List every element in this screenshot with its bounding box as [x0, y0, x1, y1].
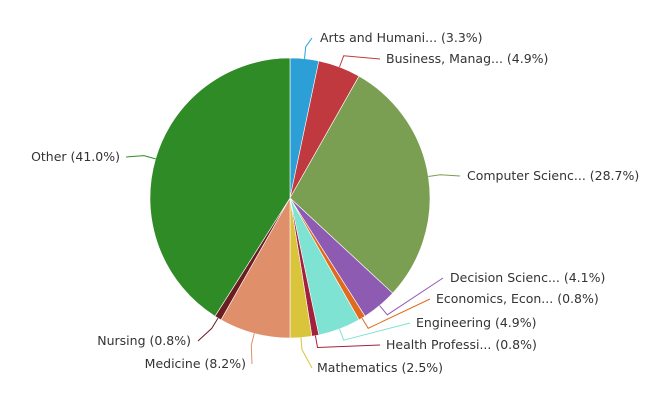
- leader-line: [339, 55, 381, 68]
- leader-line: [125, 155, 156, 160]
- slice-label: Business, Manag... (4.9%): [386, 51, 548, 66]
- slice-label: Mathematics (2.5%): [317, 360, 443, 375]
- slice-label: Health Professi... (0.8%): [386, 337, 537, 352]
- slice-label: Economics, Econ... (0.8%): [436, 291, 599, 306]
- leader-line: [361, 298, 431, 329]
- slice-label: Nursing (0.8%): [97, 333, 191, 348]
- leader-line: [250, 333, 255, 365]
- leader-line: [304, 37, 313, 59]
- leader-line: [428, 174, 461, 177]
- pie-slice[interactable]: [149, 57, 291, 317]
- slice-label: Decision Scienc... (4.1%): [450, 270, 605, 285]
- leader-line: [339, 322, 411, 341]
- slice-label: Medicine (8.2%): [145, 356, 246, 371]
- leader-line: [379, 277, 444, 316]
- leader-line: [300, 337, 313, 369]
- leader-line: [197, 317, 219, 342]
- slice-label: Engineering (4.9%): [416, 315, 536, 330]
- slice-label: Computer Scienc... (28.7%): [467, 168, 639, 183]
- slice-label: Other (41.0%): [31, 149, 120, 164]
- leader-line: [314, 335, 381, 349]
- slice-label: Arts and Humani... (3.3%): [320, 30, 483, 45]
